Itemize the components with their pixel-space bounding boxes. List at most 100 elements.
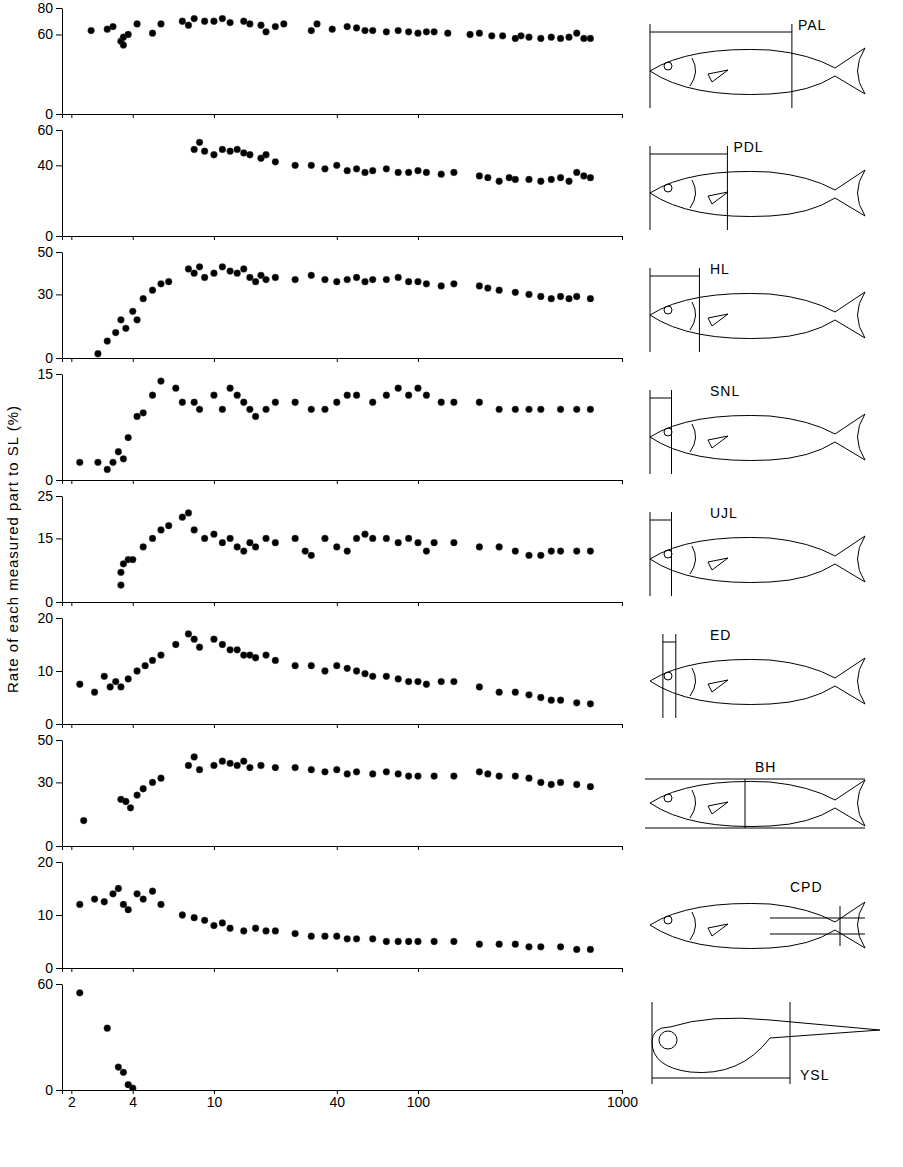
point — [179, 399, 186, 406]
x-tick-label: 10 — [207, 1094, 223, 1110]
point — [496, 543, 503, 550]
y-tick: 0 — [45, 106, 62, 122]
point — [211, 270, 218, 277]
point — [263, 928, 270, 935]
fish-outline — [650, 48, 865, 95]
point — [196, 406, 203, 413]
point — [573, 781, 580, 788]
point — [308, 766, 315, 773]
y-axis: 03050 — [37, 732, 62, 854]
point — [333, 662, 340, 669]
x-tick — [418, 968, 419, 972]
point — [557, 406, 564, 413]
point — [587, 174, 594, 181]
point — [246, 274, 253, 281]
point — [383, 673, 390, 680]
y-axis: 04060 — [37, 122, 62, 244]
point — [88, 27, 95, 34]
point — [369, 935, 376, 942]
point — [95, 459, 102, 466]
points — [88, 15, 594, 48]
point — [362, 670, 369, 677]
x-tick-mark — [622, 358, 623, 362]
point — [258, 22, 265, 29]
x-tick — [337, 236, 338, 240]
y-tick: 60 — [37, 26, 62, 42]
y-tick-label: 20 — [37, 610, 53, 626]
y-tick-label: 0 — [45, 960, 53, 976]
point — [134, 792, 141, 799]
point — [211, 922, 218, 929]
eye — [664, 550, 672, 558]
point — [292, 930, 299, 937]
point — [526, 406, 533, 413]
point — [548, 697, 555, 704]
point — [405, 678, 412, 685]
point — [219, 920, 226, 927]
point — [537, 293, 544, 300]
point — [115, 448, 122, 455]
x-tick-mark — [418, 846, 419, 850]
point — [405, 169, 412, 176]
x-tick — [71, 236, 72, 240]
point — [526, 34, 533, 41]
x-tick-mark — [214, 846, 215, 850]
point — [450, 280, 457, 287]
point — [512, 689, 519, 696]
fish-diagram: YSL — [652, 1002, 880, 1084]
point — [369, 673, 376, 680]
point — [196, 139, 203, 146]
x-tick — [133, 602, 134, 606]
point — [246, 764, 253, 771]
fish-outline — [650, 780, 865, 827]
y-tick-label: 0 — [45, 228, 53, 244]
point — [496, 406, 503, 413]
x-tick — [337, 724, 338, 728]
panel-label: PAL — [798, 17, 826, 33]
point — [292, 764, 299, 771]
x-tick-mark — [71, 358, 72, 362]
x-tick-mark — [622, 480, 623, 484]
y-tick-mark — [56, 968, 62, 969]
gill — [690, 180, 696, 208]
point — [118, 569, 125, 576]
x-tick — [71, 724, 72, 728]
point — [333, 278, 340, 285]
point — [263, 652, 270, 659]
point — [512, 289, 519, 296]
x-tick — [71, 114, 72, 118]
point — [333, 766, 340, 773]
point — [450, 399, 457, 406]
pectoral-fin — [708, 802, 728, 814]
point — [129, 1085, 136, 1090]
y-tick-label: 25 — [37, 488, 53, 504]
point — [201, 535, 208, 542]
point — [263, 276, 270, 283]
point — [191, 399, 198, 406]
y-tick-mark — [56, 35, 62, 36]
x-tick — [71, 846, 72, 850]
x-tick-mark — [418, 968, 419, 972]
point — [280, 21, 287, 28]
point — [415, 938, 422, 945]
point — [476, 399, 483, 406]
point — [125, 676, 132, 683]
point — [557, 943, 564, 950]
point — [129, 308, 136, 315]
x-axis-line — [63, 847, 623, 851]
measure-line — [650, 24, 651, 108]
x-axis-line — [63, 725, 623, 729]
point — [395, 539, 402, 546]
y-tick-label: 10 — [37, 663, 53, 679]
panel: 01020CPD — [37, 854, 865, 976]
point — [158, 378, 165, 385]
y-tick: 40 — [37, 157, 62, 173]
fish-diagram: UJL — [650, 505, 865, 596]
point — [165, 278, 172, 285]
point — [369, 276, 376, 283]
point — [587, 783, 594, 790]
point — [107, 684, 114, 691]
eye — [664, 794, 672, 802]
point — [362, 27, 369, 34]
point — [512, 406, 519, 413]
